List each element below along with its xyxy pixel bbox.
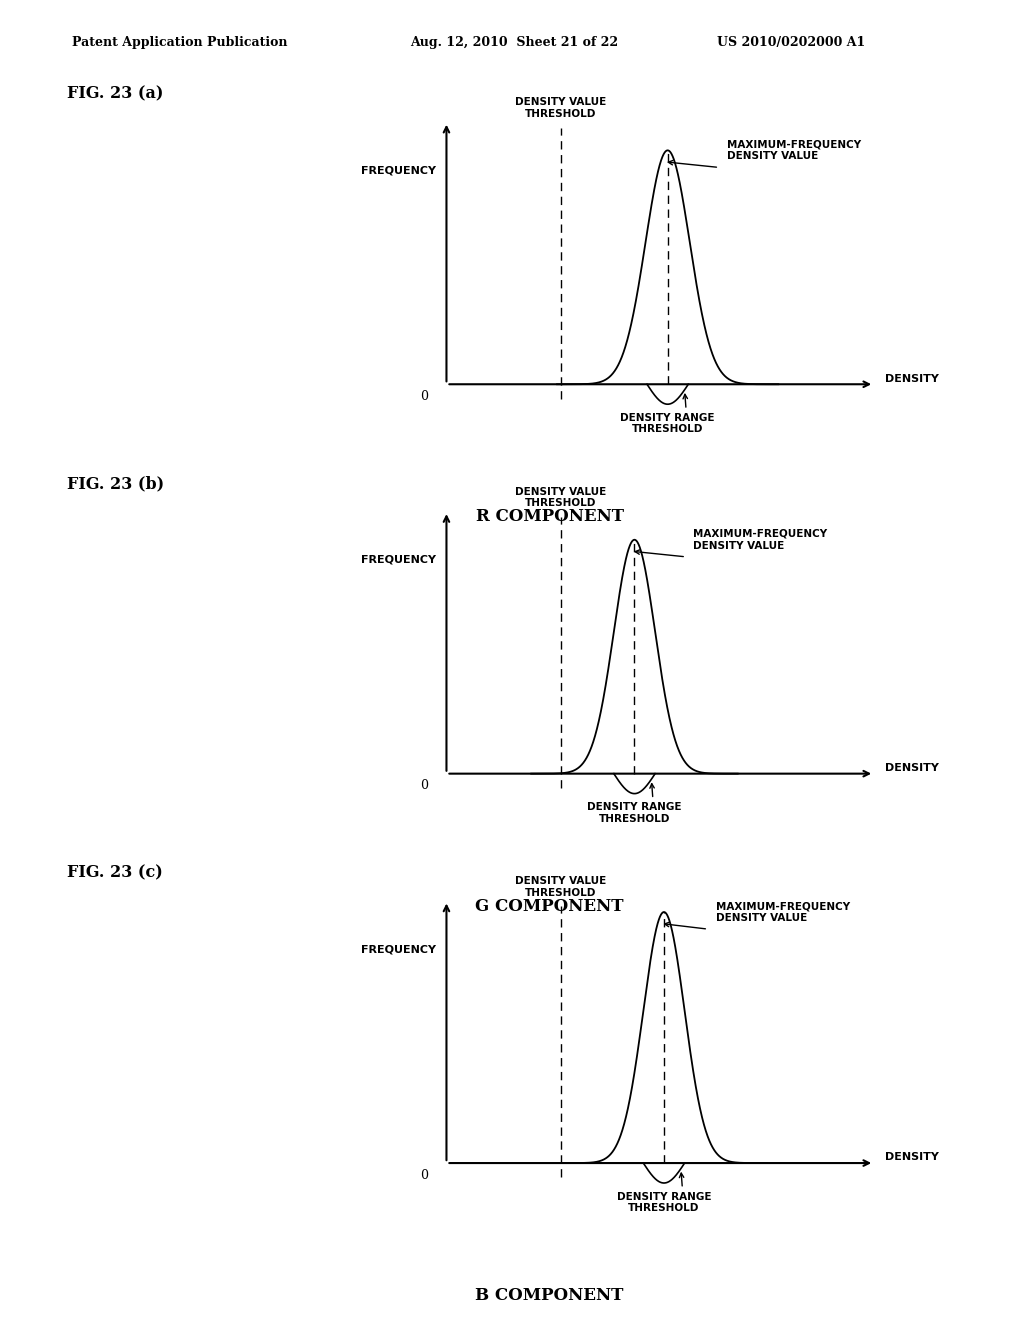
Text: 0: 0 (420, 389, 428, 403)
Text: DENSITY RANGE
THRESHOLD: DENSITY RANGE THRESHOLD (621, 413, 715, 434)
Text: 0: 0 (420, 1168, 428, 1181)
Text: DENSITY: DENSITY (885, 763, 939, 774)
Text: MAXIMUM-FREQUENCY
DENSITY VALUE: MAXIMUM-FREQUENCY DENSITY VALUE (693, 529, 827, 550)
Text: FREQUENCY: FREQUENCY (361, 165, 436, 176)
Text: Aug. 12, 2010  Sheet 21 of 22: Aug. 12, 2010 Sheet 21 of 22 (410, 36, 617, 49)
Text: DENSITY VALUE
THRESHOLD: DENSITY VALUE THRESHOLD (515, 487, 606, 508)
Text: FREQUENCY: FREQUENCY (361, 944, 436, 954)
Text: US 2010/0202000 A1: US 2010/0202000 A1 (717, 36, 865, 49)
Text: MAXIMUM-FREQUENCY
DENSITY VALUE: MAXIMUM-FREQUENCY DENSITY VALUE (727, 140, 861, 161)
Text: FIG. 23 (a): FIG. 23 (a) (67, 86, 163, 103)
Text: G COMPONENT: G COMPONENT (475, 898, 624, 915)
Text: DENSITY VALUE
THRESHOLD: DENSITY VALUE THRESHOLD (515, 876, 606, 898)
Text: R COMPONENT: R COMPONENT (476, 508, 624, 525)
Text: MAXIMUM-FREQUENCY
DENSITY VALUE: MAXIMUM-FREQUENCY DENSITY VALUE (716, 902, 850, 923)
Text: FREQUENCY: FREQUENCY (361, 554, 436, 565)
Text: FIG. 23 (c): FIG. 23 (c) (67, 865, 163, 882)
Text: 0: 0 (420, 779, 428, 792)
Text: FIG. 23 (b): FIG. 23 (b) (67, 475, 164, 492)
Text: DENSITY RANGE
THRESHOLD: DENSITY RANGE THRESHOLD (587, 803, 682, 824)
Text: DENSITY RANGE
THRESHOLD: DENSITY RANGE THRESHOLD (616, 1192, 712, 1213)
Text: DENSITY: DENSITY (885, 1152, 939, 1163)
Text: B COMPONENT: B COMPONENT (475, 1287, 624, 1304)
Text: DENSITY: DENSITY (885, 374, 939, 384)
Text: Patent Application Publication: Patent Application Publication (72, 36, 287, 49)
Text: DENSITY VALUE
THRESHOLD: DENSITY VALUE THRESHOLD (515, 98, 606, 119)
